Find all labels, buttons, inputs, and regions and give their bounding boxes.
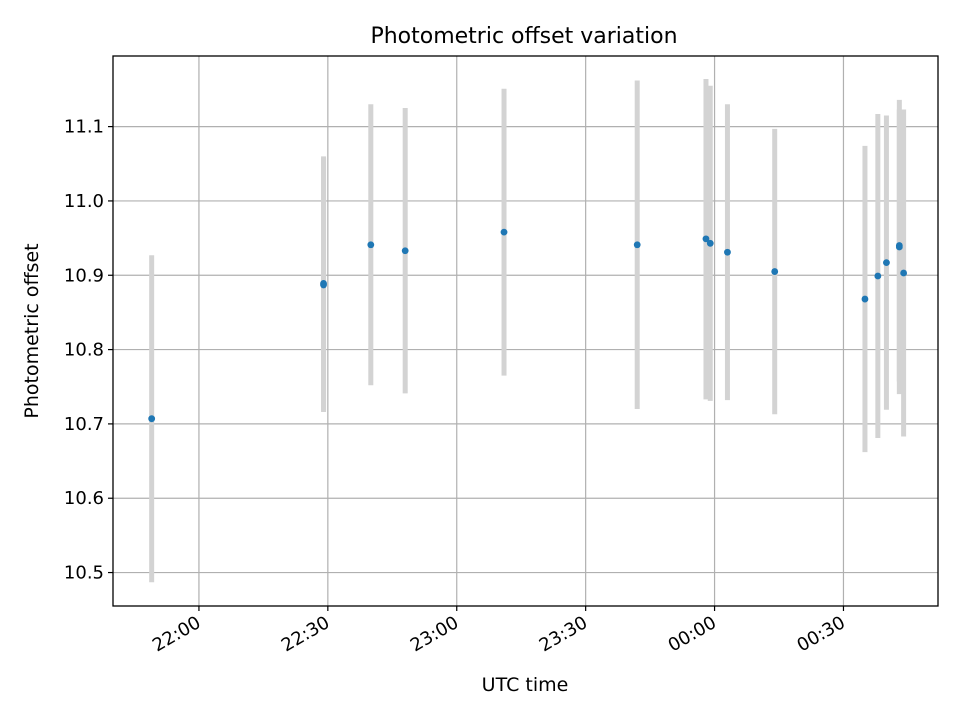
- error-bars: [149, 79, 907, 583]
- data-point: [861, 295, 869, 303]
- y-tick-label: 11.0: [64, 191, 104, 212]
- x-tick-label: 23:30: [536, 612, 591, 656]
- grid: [113, 56, 938, 606]
- x-tick-label: 22:30: [278, 612, 333, 656]
- data-point: [874, 272, 882, 280]
- data-point: [633, 241, 641, 249]
- x-axis-label: UTC time: [482, 674, 569, 696]
- data-point: [900, 269, 908, 277]
- y-tick-label: 10.7: [64, 414, 104, 435]
- data-point: [401, 247, 409, 255]
- plot-frame: [112, 55, 939, 607]
- y-tick-label: 10.8: [64, 340, 104, 361]
- data-point: [706, 239, 714, 247]
- x-tick-label: 23:00: [407, 612, 462, 656]
- data-point: [771, 268, 779, 275]
- y-tick-label: 11.1: [64, 117, 104, 138]
- chart-title: Photometric offset variation: [370, 24, 677, 49]
- x-tick-label: 00:00: [665, 612, 720, 656]
- data-point: [895, 242, 903, 249]
- y-axis-label: Photometric offset: [21, 243, 43, 418]
- data-points: [148, 228, 908, 423]
- data-point: [148, 415, 156, 423]
- data-point: [320, 280, 327, 287]
- data-point: [883, 259, 890, 267]
- x-tick-label: 22:00: [149, 612, 204, 656]
- data-point: [724, 248, 731, 256]
- y-tick-label: 10.9: [64, 265, 104, 286]
- x-tick-label: 00:30: [794, 612, 849, 656]
- y-tick-label: 10.5: [64, 563, 104, 584]
- data-point: [500, 228, 508, 236]
- y-tick-label: 10.6: [64, 488, 104, 509]
- data-point: [702, 235, 710, 243]
- data-point: [367, 241, 375, 249]
